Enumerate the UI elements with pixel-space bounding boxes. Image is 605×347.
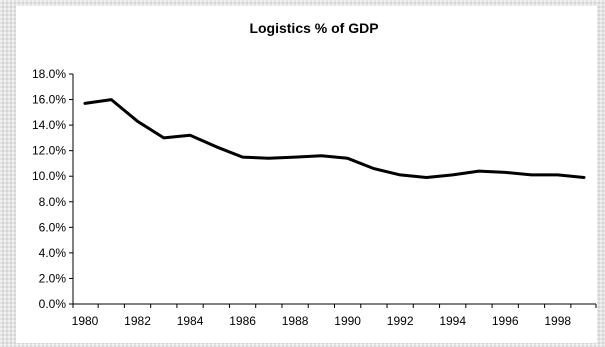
data-point-1982 bbox=[136, 120, 139, 123]
y-tick-label: 10.0% bbox=[32, 169, 66, 183]
x-tick-label: 1990 bbox=[334, 314, 361, 328]
data-point-1992 bbox=[399, 173, 402, 176]
data-point-1996 bbox=[504, 171, 507, 174]
y-tick-label: 2.0% bbox=[39, 271, 67, 285]
data-point-1985 bbox=[215, 145, 218, 148]
data-point-1984 bbox=[189, 134, 192, 137]
data-point-1995 bbox=[477, 170, 480, 173]
y-axis: 0.0% 2.0% 4.0% 6.0% 8.0% 10.0% 12.0% 14.0% 16.0%… bbox=[32, 67, 74, 311]
x-tick-label: 1996 bbox=[492, 314, 519, 328]
data-point-1994 bbox=[451, 173, 454, 176]
data-point-1989 bbox=[320, 154, 323, 157]
y-tick-label: 16.0% bbox=[32, 93, 66, 107]
x-tick-label: 1986 bbox=[229, 314, 256, 328]
series-line-0 bbox=[83, 98, 586, 179]
data-point-1999 bbox=[583, 176, 586, 179]
data-point-1990 bbox=[346, 157, 349, 160]
data-point-1988 bbox=[294, 156, 297, 159]
y-tick-label: 18.0% bbox=[32, 67, 66, 81]
data-point-1981 bbox=[110, 98, 113, 101]
x-tick-label: 1984 bbox=[177, 314, 204, 328]
data-point-1998 bbox=[556, 173, 559, 176]
data-point-1983 bbox=[162, 136, 165, 139]
x-tick-label: 1994 bbox=[439, 314, 466, 328]
y-tick-label: 14.0% bbox=[32, 118, 66, 132]
data-point-1993 bbox=[425, 176, 428, 179]
y-tick-label: 0.0% bbox=[39, 297, 67, 311]
x-tick-label: 1980 bbox=[72, 314, 99, 328]
chart-area bbox=[16, 6, 597, 343]
x-axis: 1980 1982 1984 1986 1988 1990 1992 1994 1996 1998 bbox=[72, 303, 597, 328]
y-tick-label: 6.0% bbox=[39, 220, 67, 234]
y-tick-label: 8.0% bbox=[39, 195, 67, 209]
x-tick-label: 1982 bbox=[124, 314, 151, 328]
plot-lines bbox=[83, 98, 586, 179]
chart-title: Logistics % of GDP bbox=[249, 20, 378, 36]
x-tick-label: 1992 bbox=[387, 314, 414, 328]
data-point-1991 bbox=[372, 167, 375, 170]
data-point-1997 bbox=[530, 173, 533, 176]
x-tick-label: 1988 bbox=[282, 314, 309, 328]
x-tick-label: 1998 bbox=[544, 314, 571, 328]
data-point-1980 bbox=[84, 102, 87, 105]
y-tick-label: 4.0% bbox=[39, 246, 67, 260]
data-point-1986 bbox=[241, 156, 244, 159]
y-tick-label: 12.0% bbox=[32, 144, 66, 158]
data-point-1987 bbox=[267, 157, 270, 160]
